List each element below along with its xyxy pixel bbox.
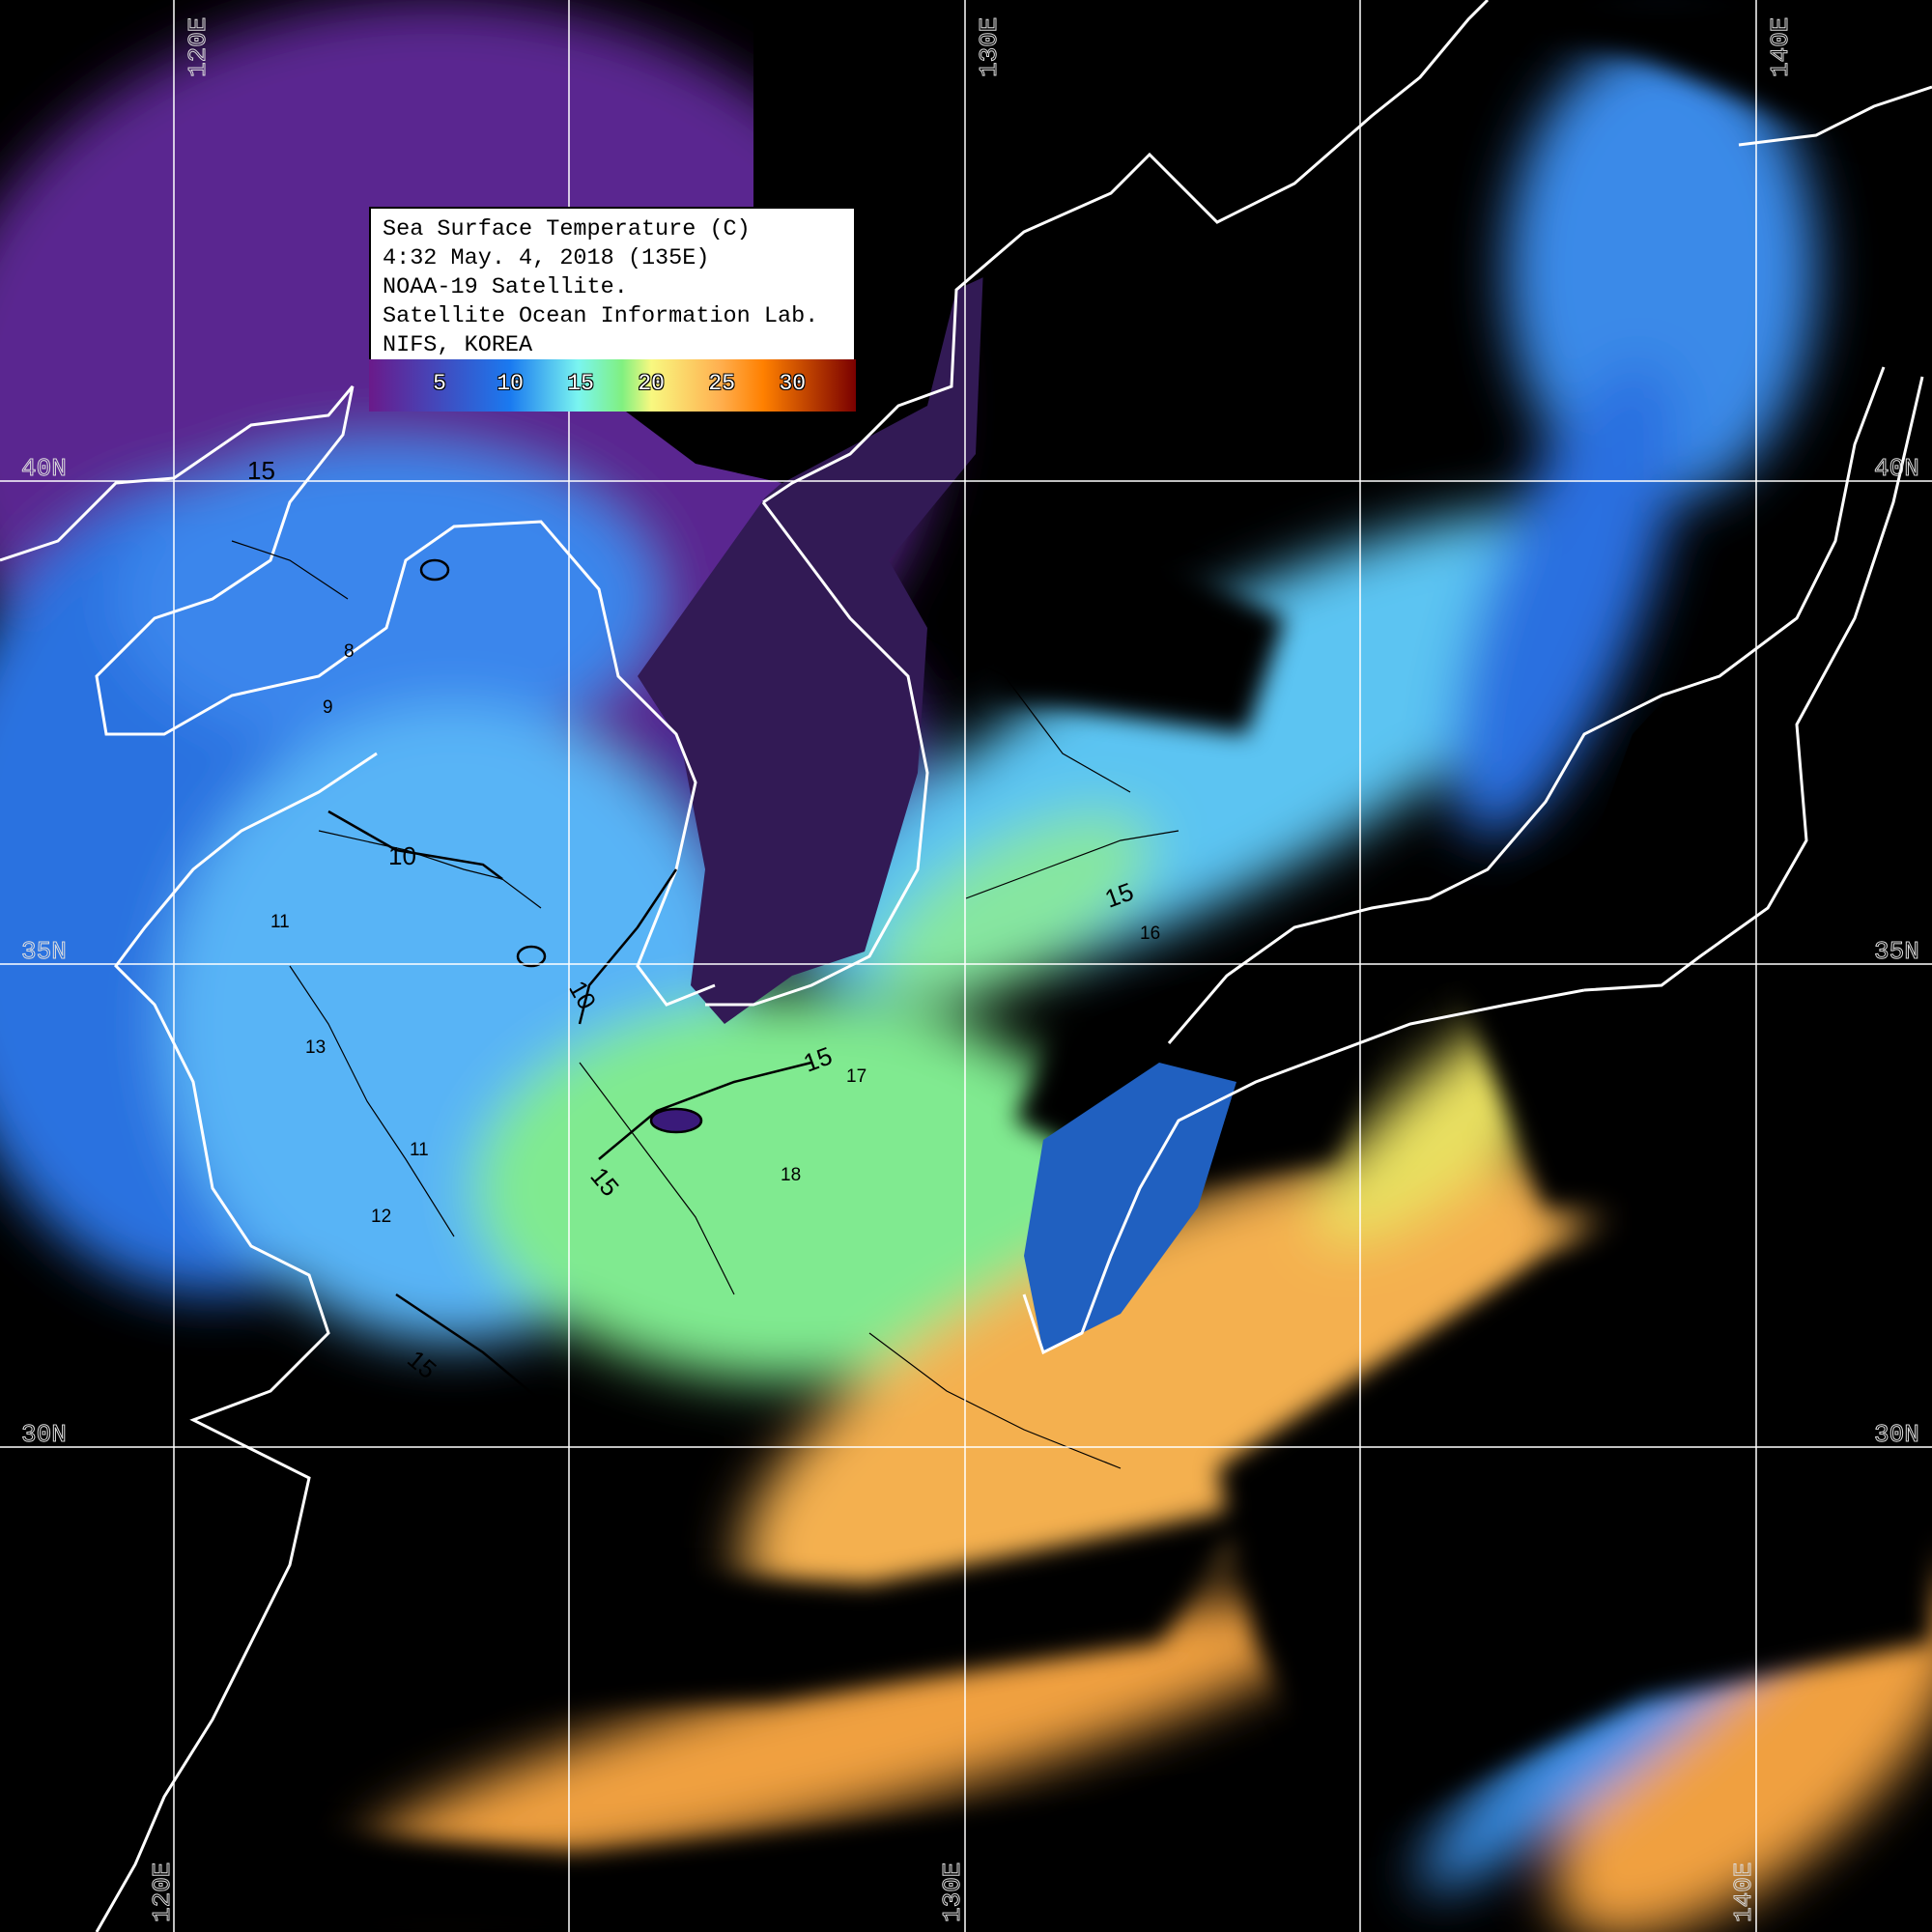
coastline-korea: [705, 501, 929, 1007]
sst-blue-east-japan: [1452, 361, 1678, 837]
contour-label: 17: [846, 1066, 867, 1087]
sst-orange-southeast: [1553, 1577, 1932, 1932]
contour-label: 9: [323, 697, 333, 718]
lon-label-bottom: 130E: [938, 1862, 967, 1922]
contour-label: 10: [388, 841, 416, 870]
colorbar-gradient: [369, 359, 856, 412]
sst-green-ecs: [473, 995, 1111, 1381]
sst-blue-bohai: [116, 444, 657, 753]
colorbar-tick: 15: [567, 371, 594, 396]
colorbar-tick: 25: [708, 371, 736, 396]
contour-label: 13: [305, 1037, 326, 1058]
colorbar-tick: 5: [433, 371, 446, 396]
japan-land: [1169, 367, 1922, 1072]
lat-label-right: 30N: [1874, 1420, 1919, 1449]
colorbar-tick: 20: [638, 371, 665, 396]
lon-label-bottom: 140E: [1729, 1862, 1758, 1922]
sst-orange-kuroshio: [742, 1148, 1577, 1634]
lat-label-right: 40N: [1874, 454, 1919, 483]
graticule-labels: 120E 130E 140E 120E 130E 140E 40N 35N 30…: [21, 16, 1920, 1922]
contour-label: 15: [616, 1433, 651, 1467]
legend-text: Sea Surface Temperature (C) 4:32 May. 4,…: [371, 209, 854, 364]
coastline-china-north: [0, 385, 716, 1007]
contour-label: 11: [410, 1140, 429, 1160]
colorbar: 5 10 15 20 25 30: [369, 359, 856, 412]
sst-contours: [231, 540, 1179, 1469]
legend-datetime: 4:32 May. 4, 2018 (135E): [383, 245, 710, 271]
contour-label: 15: [402, 1345, 441, 1385]
legend-satellite: NOAA-19 Satellite.: [383, 274, 628, 300]
legend-lab: Satellite Ocean Information Lab.: [383, 303, 819, 329]
lat-label-right: 35N: [1874, 937, 1919, 966]
coastline-korea-east: [762, 0, 1490, 504]
lat-label-left: 35N: [21, 937, 67, 966]
lon-label-top: 120E: [184, 17, 213, 77]
legend-title: Sea Surface Temperature (C): [383, 216, 751, 242]
contour-label: 8: [344, 641, 355, 662]
coastline-hokkaido: [1738, 85, 1932, 147]
sst-blue-northeast: [1507, 39, 1816, 502]
lat-label-left: 30N: [21, 1420, 67, 1449]
coastline-japan-north: [1583, 376, 1924, 992]
lon-label-bottom: 120E: [148, 1862, 177, 1922]
contour-label: 18: [781, 1165, 801, 1185]
contour-label: 12: [371, 1207, 391, 1227]
contour-label: 11: [270, 912, 290, 932]
sst-orange-south: [362, 1598, 1338, 1880]
lat-label-left: 40N: [21, 454, 67, 483]
coastline-china-east: [95, 752, 378, 1932]
lon-label-top: 140E: [1766, 17, 1795, 77]
legend-box: Sea Surface Temperature (C) 4:32 May. 4,…: [369, 207, 856, 366]
coastline-japan-sea-side: [1167, 366, 1886, 1044]
colorbar-tick: 30: [779, 371, 807, 396]
lon-label-top: 130E: [975, 17, 1004, 77]
contour-label: 15: [247, 456, 275, 485]
legend-institution: NIFS, KOREA: [383, 332, 533, 358]
contour-label: 16: [1140, 923, 1160, 944]
sst-green-korea-strait: [876, 810, 1152, 1006]
coastline-japan-south: [1022, 988, 1585, 1355]
colorbar-tick: 10: [497, 371, 524, 396]
